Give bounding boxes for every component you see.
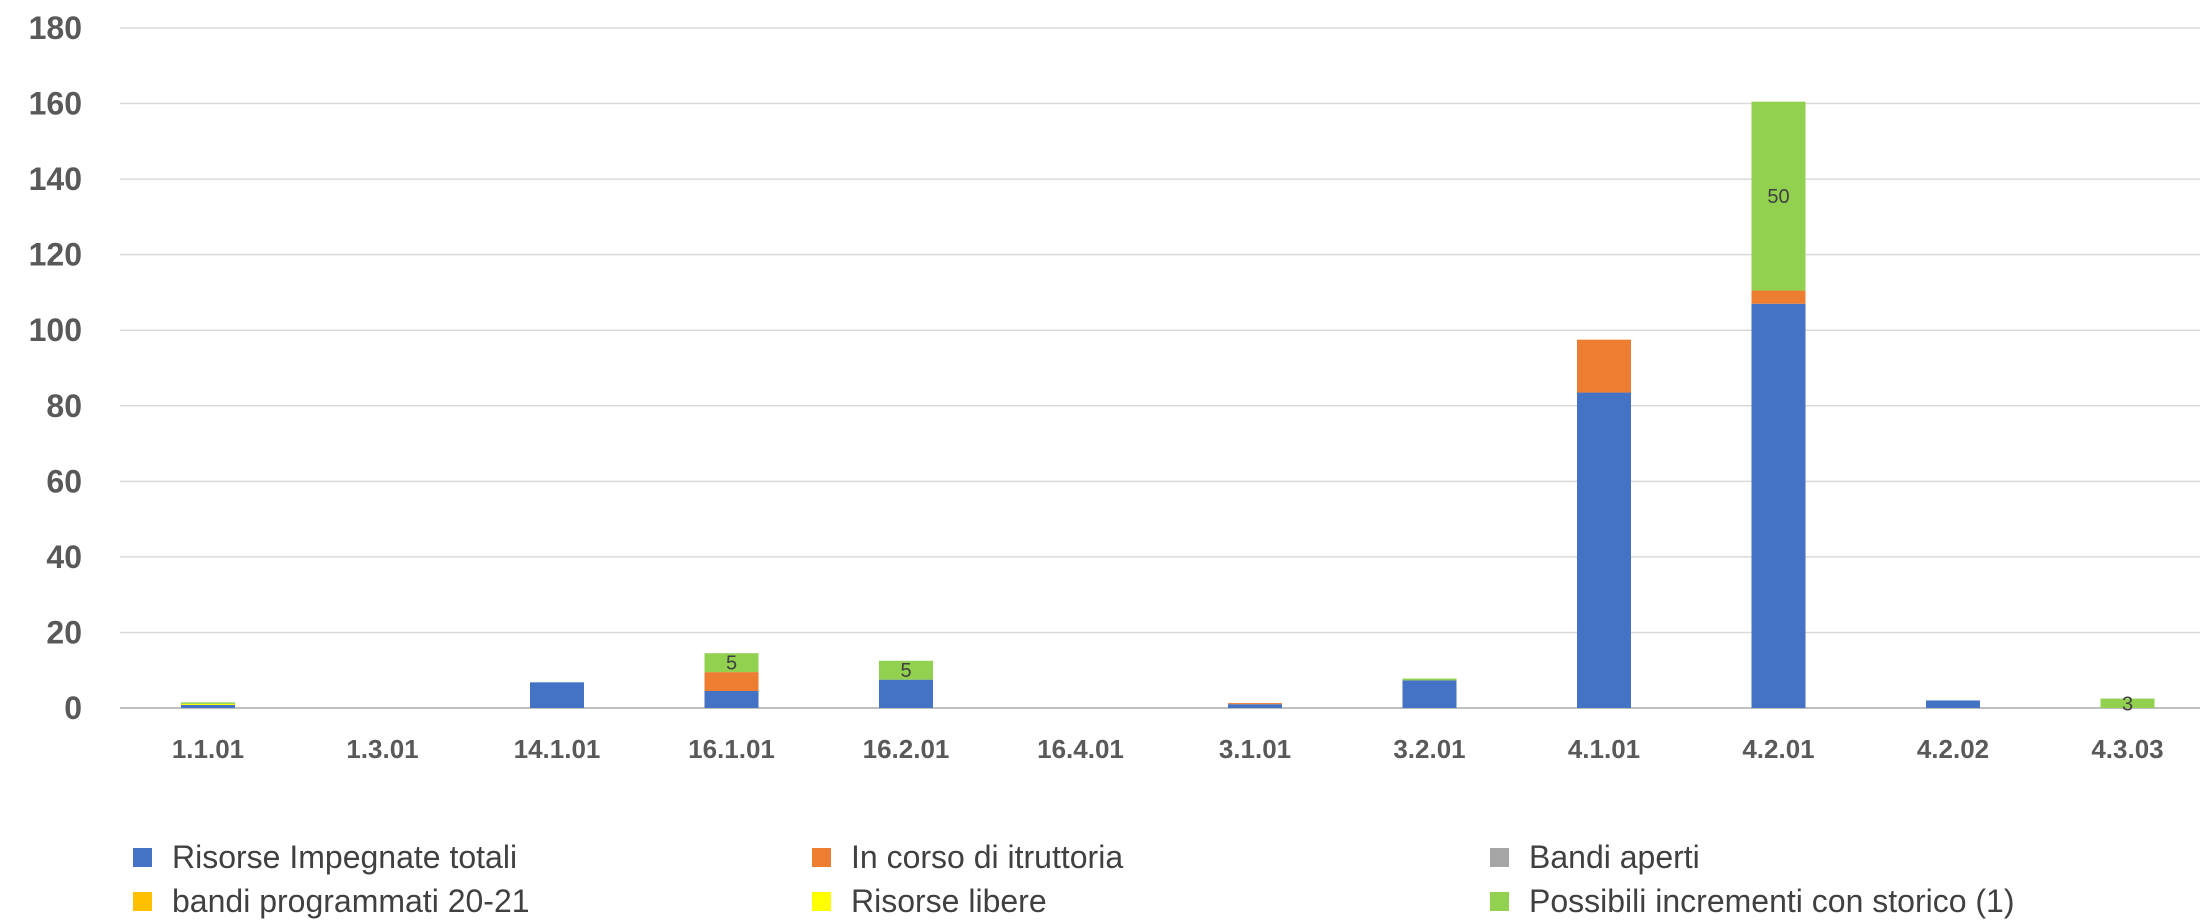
- y-tick-label: 160: [29, 86, 82, 122]
- x-tick-label: 1.1.01: [172, 734, 244, 764]
- bar-segment: [879, 660, 933, 680]
- y-tick-label: 140: [29, 161, 82, 197]
- x-tick-label: 4.2.02: [1917, 734, 1989, 764]
- x-tick-label: 16.4.01: [1037, 734, 1124, 764]
- bar-segment: [181, 704, 235, 708]
- y-tick-label: 40: [46, 539, 82, 575]
- data-label: 3: [2122, 693, 2133, 715]
- x-axis-ticks: 1.1.01 1.3.01 14.1.01 16.1.01 16.2.01 16.4.01…: [172, 734, 2164, 764]
- x-tick-label: 3.2.01: [1393, 734, 1465, 764]
- bar-segment: [1751, 303, 1806, 708]
- bar-segment: [530, 682, 584, 708]
- y-tick-label: 100: [29, 312, 82, 348]
- bar-segment: [704, 672, 759, 691]
- bar-segment: [1751, 290, 1806, 304]
- y-tick-label: 60: [46, 463, 82, 499]
- bar-segment: [1926, 700, 1980, 708]
- bar-segment: [704, 691, 759, 708]
- bar-segment: [181, 702, 235, 704]
- bar-segment: [1751, 101, 1806, 291]
- gridlines: [120, 27, 2200, 709]
- x-tick-label: 4.1.01: [1568, 734, 1640, 764]
- x-tick-label: 3.1.01: [1219, 734, 1291, 764]
- x-tick-label: 4.3.03: [2091, 734, 2163, 764]
- y-axis-ticks: 0 20 40 60 80 100 120 140 160 180: [29, 10, 82, 726]
- bar-segment: [879, 679, 933, 708]
- bar-segment: [2100, 698, 2155, 708]
- data-label: 5: [726, 653, 737, 675]
- bar-segment: [1577, 392, 1631, 708]
- x-tick-label: 14.1.01: [514, 734, 601, 764]
- data-labels: 5 5 50 3: [726, 186, 2133, 715]
- bar-segment: [1228, 704, 1282, 708]
- data-label: 50: [1767, 186, 1789, 208]
- bar-segment: [1402, 678, 1457, 681]
- data-label: 5: [900, 660, 911, 682]
- bar-segment: [1577, 339, 1631, 393]
- y-tick-label: 0: [64, 690, 82, 726]
- y-tick-label: 20: [46, 614, 82, 650]
- x-tick-label: 4.2.01: [1742, 734, 1814, 764]
- bars: [181, 101, 2155, 708]
- bar-segment: [1228, 703, 1282, 705]
- bar-segment: [1402, 680, 1457, 708]
- bar-segment: [181, 703, 235, 705]
- y-tick-label: 80: [46, 388, 82, 424]
- bar-segment: [704, 653, 759, 673]
- x-tick-label: 1.3.01: [346, 734, 418, 764]
- y-tick-label: 180: [29, 10, 82, 46]
- x-tick-label: 16.2.01: [863, 734, 950, 764]
- x-tick-label: 16.1.01: [688, 734, 775, 764]
- y-tick-label: 120: [29, 237, 82, 273]
